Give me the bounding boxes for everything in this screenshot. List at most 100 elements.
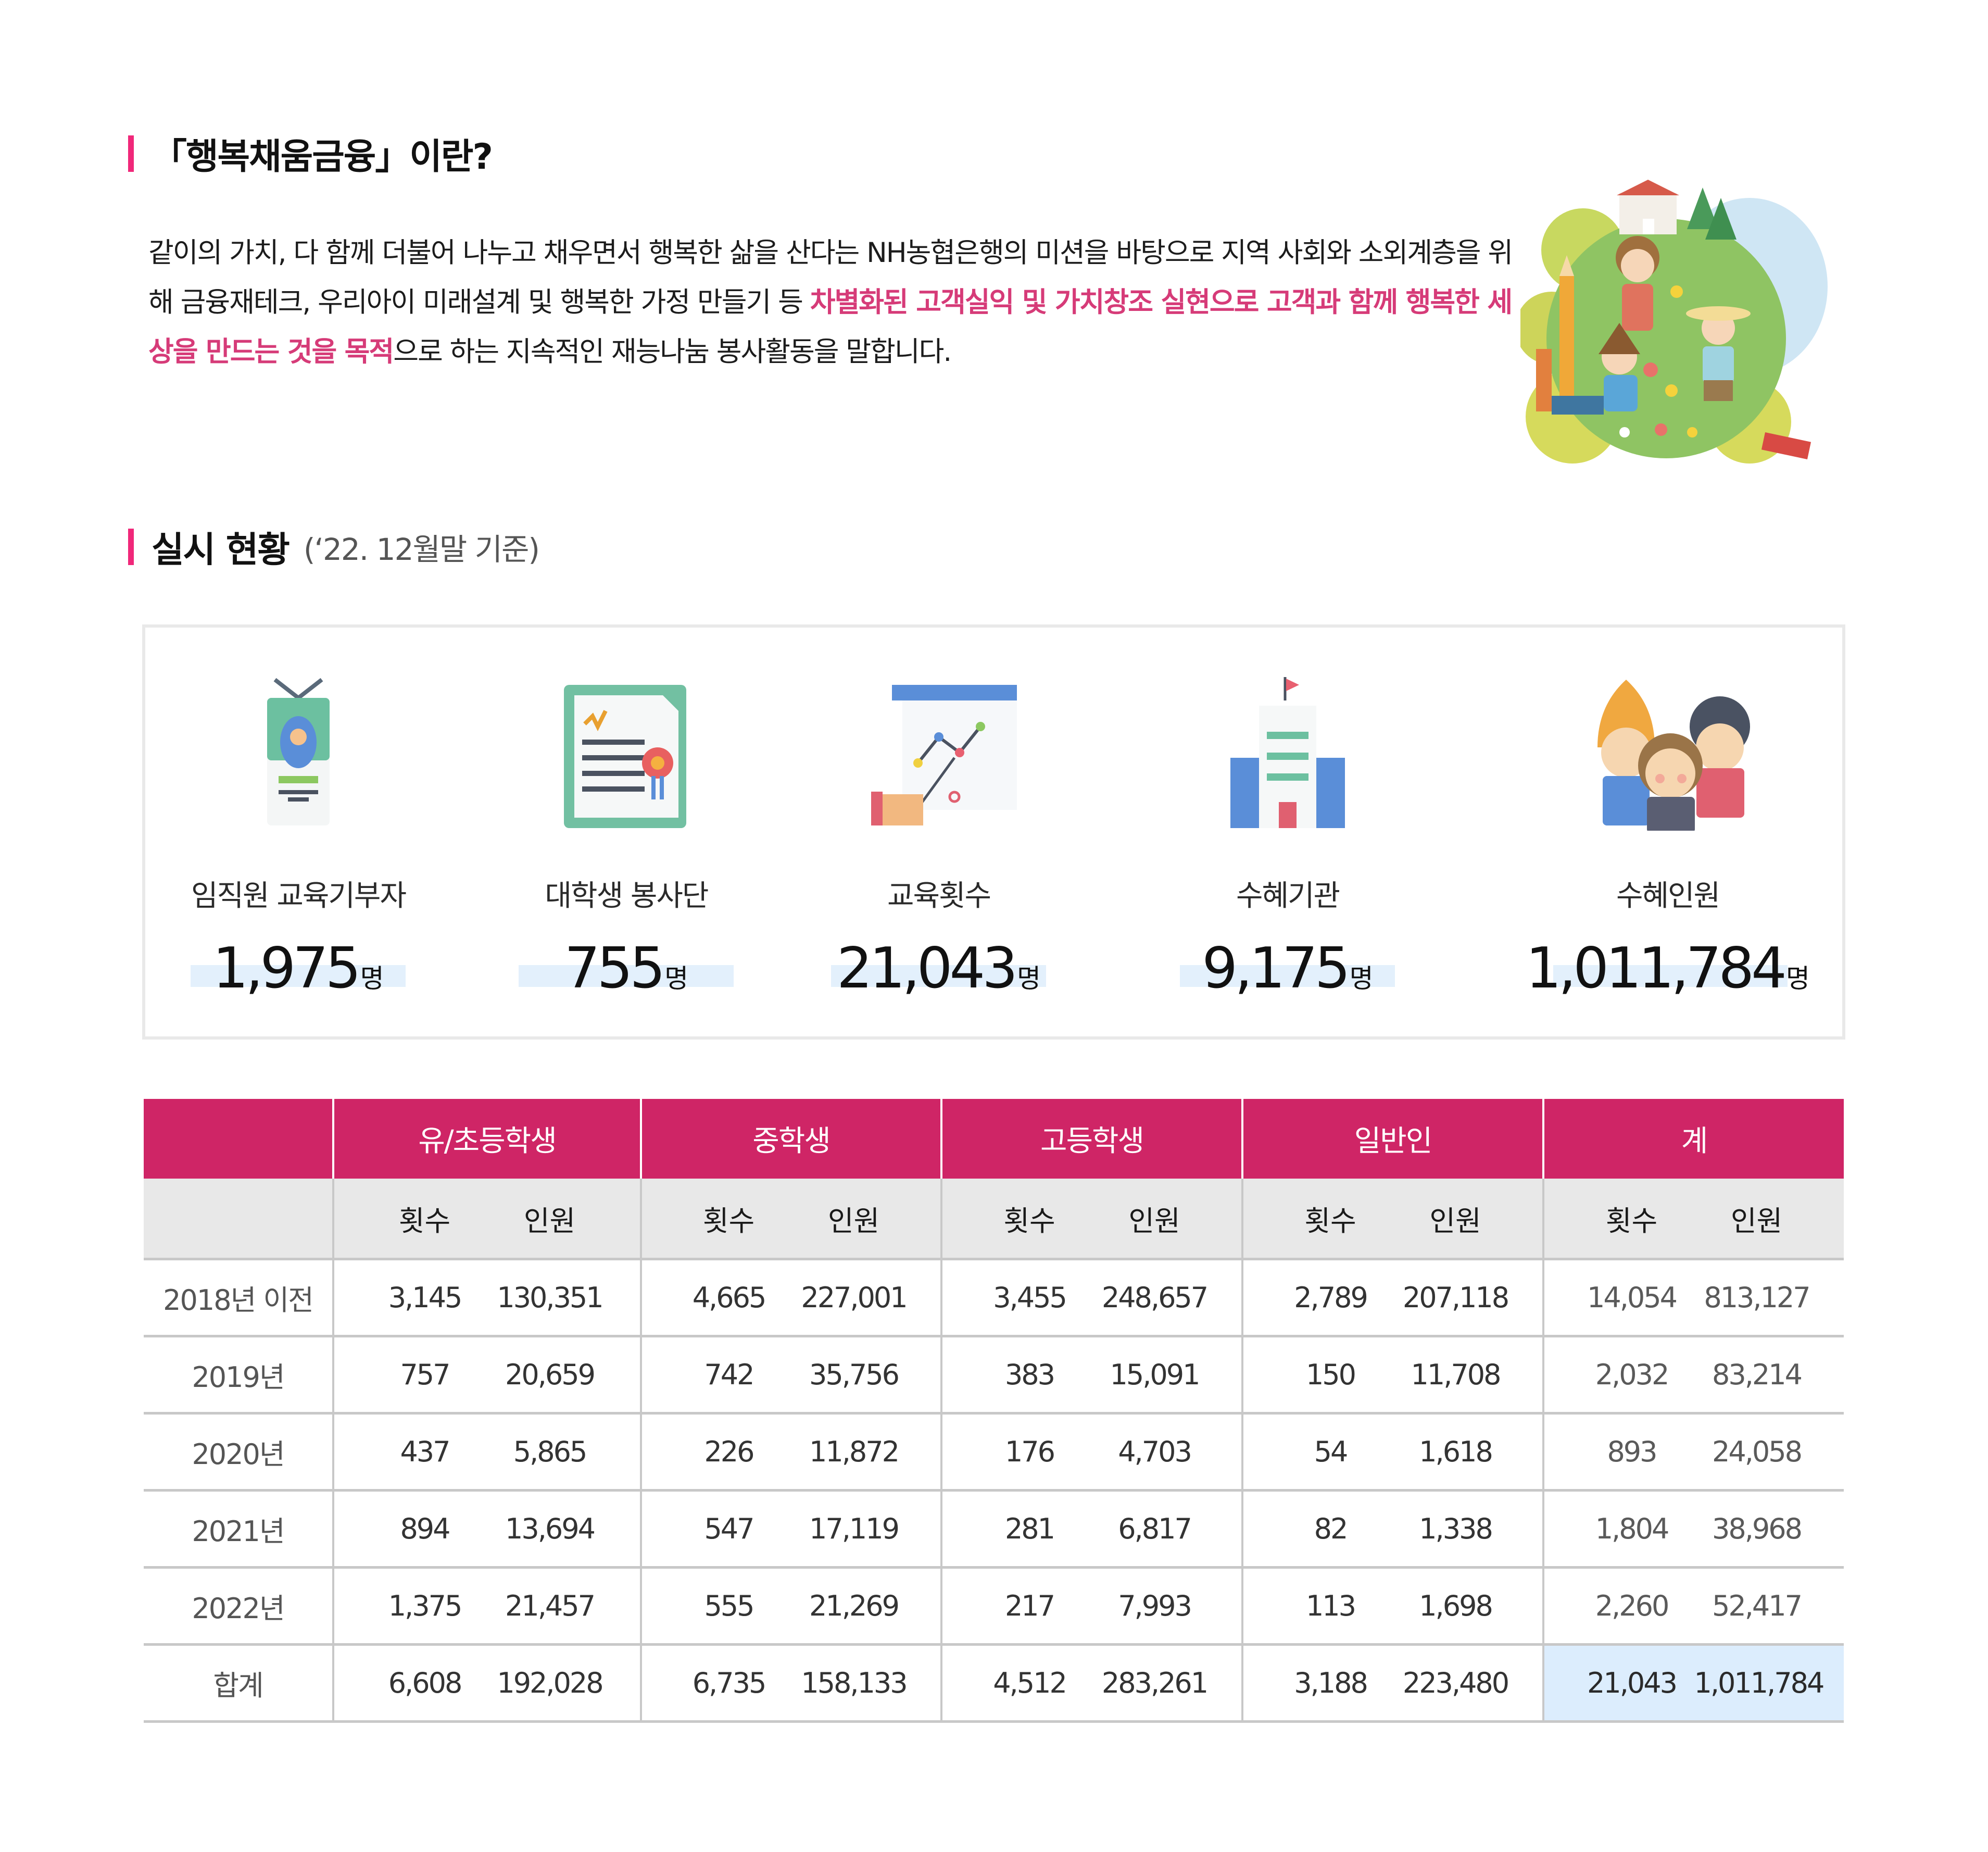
cell-people: 52,417 <box>1712 1590 1803 1622</box>
cell-count: 547 <box>704 1512 754 1545</box>
stat-value: 1,975명 <box>212 930 384 1018</box>
certificate-icon <box>548 674 704 831</box>
cell-people: 813,127 <box>1704 1281 1810 1314</box>
status-subtitle: (‘22. 12월말 기준) <box>303 531 540 567</box>
cell-count: 555 <box>704 1590 754 1622</box>
subheader-count: 횟수 <box>1003 1204 1055 1237</box>
cell-people: 248,657 <box>1101 1281 1209 1314</box>
table-cell-pair: 547 17,119 <box>640 1490 941 1569</box>
cell-count: 3,145 <box>388 1281 463 1314</box>
cell-people: 21,269 <box>809 1590 900 1622</box>
stat-student-volunteers: 대학생 봉사단 755명 <box>481 628 772 1036</box>
table-cell-pair: 4,512 283,261 <box>940 1644 1242 1723</box>
cell-count: 226 <box>704 1435 754 1468</box>
stat-highlight-bar <box>191 965 406 987</box>
intro-paragraph: 같이의 가치, 다 함께 더불어 나누고 채우면서 행복한 삶을 산다는 NH농… <box>148 228 1513 377</box>
table-body: 2018년 이전 3,145 130,351 4,665 227,001 3,455 248… <box>144 1259 1844 1723</box>
table-cell-pair: 217 7,993 <box>940 1567 1242 1646</box>
subheader-pair: 횟수 인원 <box>940 1179 1242 1260</box>
stat-highlight-bar <box>1553 965 1788 987</box>
cell-count: 757 <box>400 1358 450 1391</box>
cell-count: 82 <box>1314 1512 1349 1545</box>
cell-count: 3,188 <box>1294 1667 1368 1699</box>
cell-people: 35,756 <box>809 1358 900 1391</box>
cell-count: 1,375 <box>388 1590 463 1622</box>
table-cell-pair: 2,032 83,214 <box>1542 1336 1844 1415</box>
cell-people: 158,133 <box>801 1667 908 1699</box>
cell-people: 4,703 <box>1118 1435 1192 1468</box>
table-cell-pair: 3,145 130,351 <box>332 1259 641 1337</box>
table-group-header-row: 유/초등학생 중학생 고등학생 일반인 계 <box>144 1099 1844 1179</box>
cell-count: 2,032 <box>1595 1358 1670 1391</box>
cell-count: 281 <box>1004 1512 1055 1545</box>
table-sub-header-row: 횟수 인원 횟수 인원 횟수 인원 횟수 인원 횟수 인원 <box>144 1179 1844 1260</box>
cell-people: 38,968 <box>1712 1512 1803 1545</box>
cell-people: 21,457 <box>505 1590 596 1622</box>
header-empty <box>144 1099 333 1179</box>
stat-value-container: 1,975명 <box>153 930 444 1008</box>
stat-number: 1,975 <box>212 936 361 1001</box>
cell-count: 383 <box>1004 1358 1055 1391</box>
stat-highlight-bar <box>1180 965 1395 987</box>
table-cell-pair: 383 15,091 <box>940 1336 1242 1415</box>
cell-people: 1,338 <box>1419 1512 1493 1545</box>
table-row: 2018년 이전 3,145 130,351 4,665 227,001 3,455 248… <box>144 1259 1844 1337</box>
table-row: 2019년 757 20,659 742 35,756 383 15,091 150 11,70… <box>144 1336 1844 1415</box>
subheader-count: 횟수 <box>1605 1204 1658 1237</box>
table-cell-pair: 757 20,659 <box>332 1336 641 1415</box>
subheader-pair: 횟수 인원 <box>640 1179 941 1260</box>
table-row: 2021년 894 13,694 547 17,119 281 6,817 82 1,338 1,… <box>144 1490 1844 1569</box>
cell-people: 6,817 <box>1118 1512 1192 1545</box>
cell-people: 13,694 <box>505 1512 596 1545</box>
id-badge-icon <box>220 674 376 831</box>
intro-text-1: 같이의 가치, 다 함께 더불어 나누고 채우면서 행복한 삶을 산다는 NH농… <box>148 237 1513 318</box>
row-label: 합계 <box>144 1644 333 1723</box>
cell-people: 207,118 <box>1402 1281 1509 1314</box>
table-cell-pair: 894 13,694 <box>332 1490 641 1569</box>
cell-count: 217 <box>1004 1590 1055 1622</box>
table-cell-pair: 2,260 52,417 <box>1542 1567 1844 1646</box>
row-label: 2022년 <box>144 1567 333 1646</box>
cell-people: 1,698 <box>1419 1590 1493 1622</box>
cell-people: 283,261 <box>1101 1667 1209 1699</box>
cell-count: 437 <box>400 1435 450 1468</box>
subheader-people: 인원 <box>523 1204 576 1237</box>
status-heading: 실시 현황 (‘22. 12월말 기준) <box>128 521 540 572</box>
cell-people: 15,091 <box>1110 1358 1201 1391</box>
subheader-empty <box>144 1179 333 1260</box>
stat-beneficiary-institutions: 수혜기관 9,175명 <box>1142 628 1433 1036</box>
cell-count: 893 <box>1607 1435 1657 1468</box>
row-label: 2021년 <box>144 1490 333 1569</box>
stat-label: 대학생 봉사단 <box>545 879 709 913</box>
stat-unit: 명 <box>664 963 689 994</box>
table-cell-pair: 555 21,269 <box>640 1567 941 1646</box>
stat-label: 수혜인원 <box>1616 879 1720 913</box>
stat-number: 755 <box>564 936 665 1001</box>
header-elementary: 유/초등학생 <box>332 1099 641 1179</box>
cell-count: 113 <box>1305 1590 1356 1622</box>
cell-count: 4,512 <box>993 1667 1067 1699</box>
children-on-green-hill-illustration <box>1515 172 1833 464</box>
cell-count: 176 <box>1004 1435 1055 1468</box>
header-total: 계 <box>1542 1099 1844 1179</box>
table-cell-pair: 742 35,756 <box>640 1336 941 1415</box>
stat-value: 1,011,784명 <box>1526 930 1810 1018</box>
cell-people: 7,993 <box>1118 1590 1192 1622</box>
cell-people: 192,028 <box>497 1667 603 1699</box>
presentation-chart-icon <box>861 674 1030 831</box>
cell-people: 5,865 <box>513 1435 588 1468</box>
stat-highlight-bar <box>831 965 1046 987</box>
cell-count: 3,455 <box>993 1281 1067 1314</box>
stat-value: 755명 <box>564 930 688 1018</box>
status-title: 실시 현황 <box>152 530 290 571</box>
cell-people: 83,214 <box>1712 1358 1803 1391</box>
cell-count: 14,054 <box>1587 1281 1678 1314</box>
stat-number: 1,011,784 <box>1526 936 1787 1001</box>
cell-people: 223,480 <box>1402 1667 1509 1699</box>
stat-label: 수혜기관 <box>1236 879 1340 913</box>
building-icon <box>1210 674 1366 831</box>
table-cell-pair: 113 1,698 <box>1241 1567 1543 1646</box>
stat-value-container: 21,043명 <box>793 930 1085 1008</box>
cell-people: 1,011,784 <box>1694 1667 1825 1699</box>
table-cell-pair: 226 11,872 <box>640 1413 941 1492</box>
